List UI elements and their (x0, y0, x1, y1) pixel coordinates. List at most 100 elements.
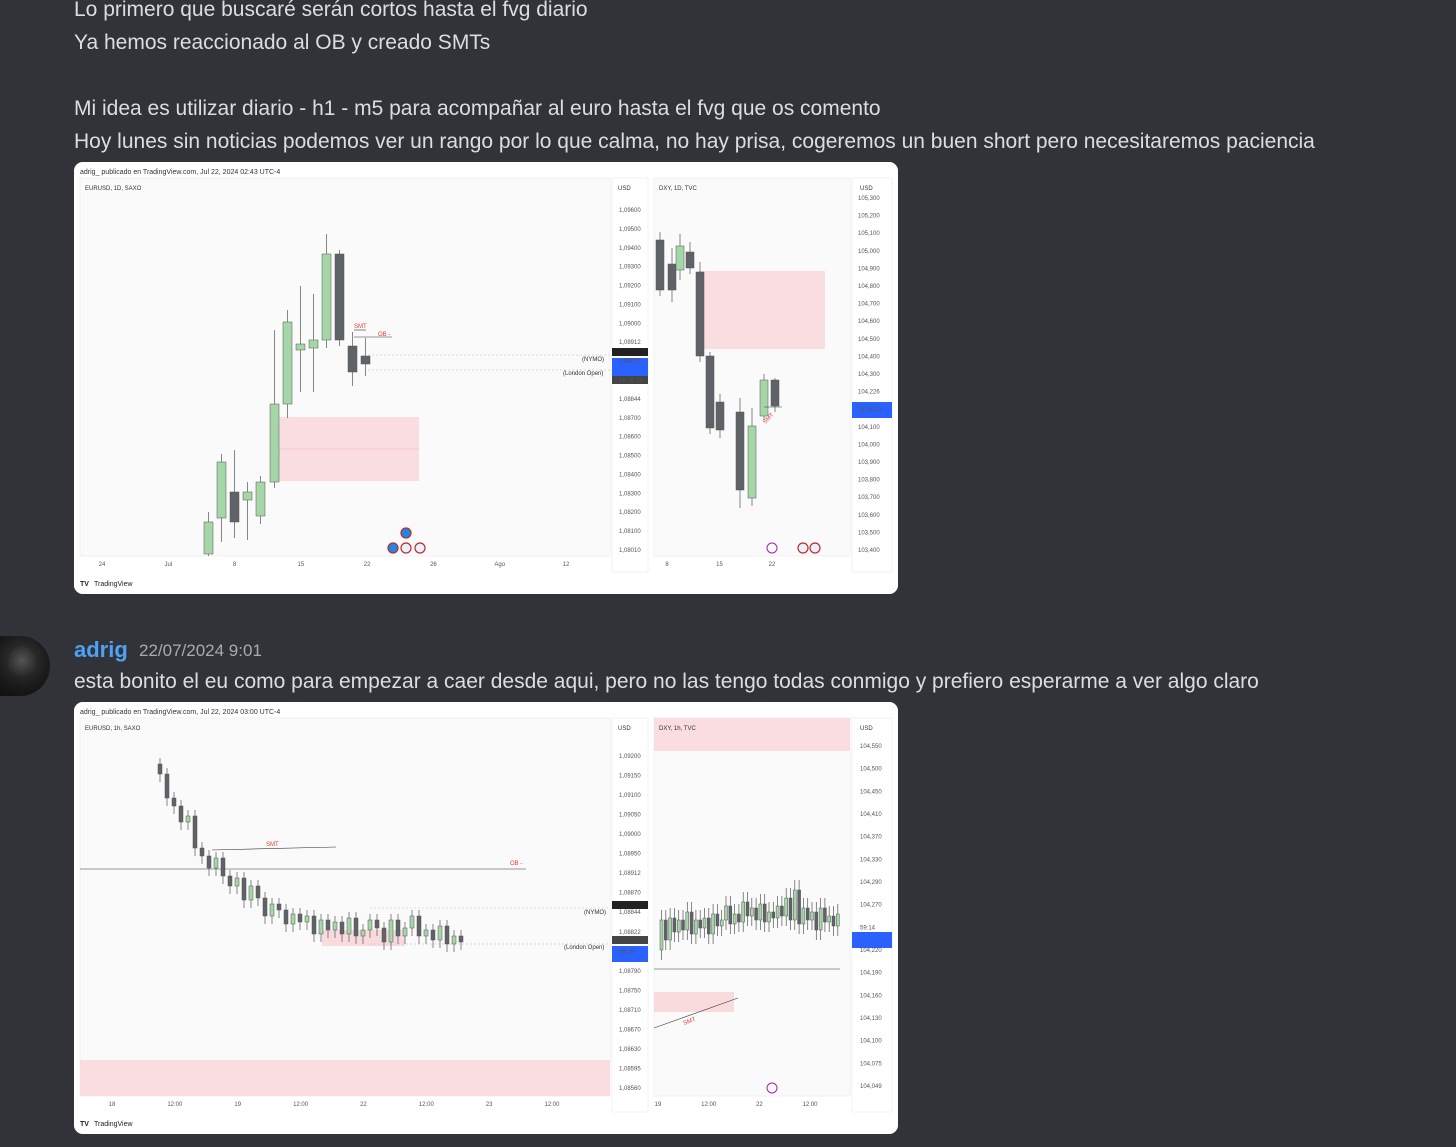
username[interactable]: adrig (74, 637, 128, 662)
price-tick-label: 1,09600 (619, 208, 641, 214)
price-tick-label: 104,600 (858, 319, 880, 325)
bull-candle (332, 921, 338, 931)
event-flag-icon[interactable] (400, 527, 412, 539)
event-flag-icon[interactable] (414, 542, 426, 554)
bear-candle (667, 263, 677, 291)
bull-candle (767, 911, 771, 923)
symbol-label: EURUSD, 1h, SAXO (85, 726, 141, 732)
bear-candle (325, 919, 331, 931)
bear-candle (311, 915, 317, 935)
price-tick-label: 104,190 (860, 971, 882, 977)
bull-candle (827, 915, 831, 923)
bull-candle (290, 913, 296, 925)
nymo-label: (NYMO) (582, 357, 604, 363)
time-tick-label: 12:00 (701, 1102, 717, 1108)
time-tick-label: 12 (563, 562, 570, 568)
price-tick-label: 104,290 (860, 880, 882, 886)
price-tick-label: 16:16:23 (858, 407, 882, 413)
tradingview-logo: TV (80, 581, 89, 588)
price-tick-label: 105,000 (858, 249, 880, 255)
price-tick-label: 1,09200 (619, 754, 641, 760)
price-tag (612, 936, 648, 944)
price-tick-label: 1,08200 (619, 510, 641, 516)
nymo-label: (NYMO) (584, 910, 606, 916)
price-tick-label: 104,160 (860, 993, 882, 999)
time-tick-label: 18 (109, 1102, 116, 1108)
bull-candle (248, 885, 254, 901)
event-flag-icon[interactable] (400, 542, 412, 554)
event-flag-icon[interactable] (809, 542, 821, 554)
ob-zone (654, 992, 734, 1012)
chart-image-attachment[interactable]: adrig_ publicado en TradingView.com, Jul… (74, 162, 898, 594)
bull-candle (388, 919, 394, 943)
chart-image-attachment[interactable]: adrig_ publicado en TradingView.com, Jul… (74, 702, 898, 1134)
price-tag (852, 932, 892, 948)
bear-candle (171, 797, 177, 807)
price-tick-label: 1,08300 (619, 491, 641, 497)
time-tick-label: 15 (298, 562, 305, 568)
bear-candle (416, 915, 422, 937)
bear-candle (206, 855, 212, 869)
currency-label: USD (618, 186, 631, 192)
bear-candle (770, 379, 780, 407)
bear-candle (444, 925, 450, 945)
tradingview-chart-daily: adrig_ publicado en TradingView.com, Jul… (74, 162, 898, 594)
lightning-icon[interactable] (766, 542, 778, 554)
bear-candle (797, 889, 801, 925)
price-tick-label: 1,08950 (619, 852, 641, 858)
price-tick-label: 1,08750 (619, 988, 641, 994)
message-line: Ya hemos reaccionado al OB y creado SMTs (74, 31, 491, 54)
bear-candle (805, 907, 810, 921)
bear-candle (695, 271, 705, 357)
ob-annotation: OB - (378, 332, 390, 338)
bull-candle (784, 897, 788, 917)
price-tick-label: 104,370 (860, 835, 882, 841)
tradingview-logo: TV (80, 1121, 89, 1128)
price-tick-label: 1,08912 (619, 871, 641, 877)
lightning-icon[interactable] (766, 1082, 778, 1094)
bear-candle (192, 815, 198, 849)
time-tick-label: 8 (665, 562, 669, 568)
currency-label: USD (618, 726, 631, 732)
time-tick-label: 8 (233, 562, 237, 568)
bull-candle (437, 925, 443, 941)
price-tick-label: 104,300 (858, 372, 880, 378)
price-tick-label: 104,700 (858, 302, 880, 308)
bear-candle (347, 345, 358, 373)
price-tick-label: 1,08822 (619, 930, 641, 936)
bull-candle (675, 245, 685, 271)
event-flag-icon[interactable] (797, 542, 809, 554)
price-tick-label: 59:16 (619, 949, 635, 955)
price-tick-label: 104,220 (860, 948, 882, 954)
price-tick-label: 1,08100 (619, 529, 641, 535)
user-avatar[interactable] (0, 636, 50, 696)
smt-annotation: SMT (266, 842, 279, 848)
bear-candle (178, 805, 184, 823)
price-tick-label: 1,09300 (619, 265, 641, 271)
price-tick-label: 104,900 (858, 266, 880, 272)
bear-candle (241, 877, 247, 901)
bear-candle (707, 917, 711, 935)
currency-label: USD (860, 186, 873, 192)
bull-candle (836, 913, 840, 927)
time-tick-label: 22 (360, 1102, 367, 1108)
price-tick-label: 104,550 (860, 744, 882, 750)
bull-candle (451, 935, 457, 945)
message-timestamp: 22/07/2024 9:01 (139, 641, 262, 660)
price-tick-label: 103,700 (858, 495, 880, 501)
ob-annotation: OB - (510, 861, 522, 867)
price-tick-label: 104,500 (860, 767, 882, 773)
price-tick-label: 1,08600 (619, 435, 641, 441)
bull-candle (694, 919, 698, 935)
publisher-caption: adrig_ publicado en TradingView.com, Jul… (80, 169, 280, 176)
bull-candle (242, 491, 253, 501)
event-flag-icon[interactable] (387, 542, 399, 554)
bear-candle (227, 875, 233, 887)
price-tick-label: 1,08912 (619, 340, 641, 346)
price-tick-label: 1,08010 (619, 548, 641, 554)
message-line: esta bonito el eu como para empezar a ca… (74, 670, 1259, 693)
price-tick-label: 104,330 (860, 857, 882, 863)
price-tick-label: 16:16:23 (619, 378, 643, 384)
bear-candle (672, 917, 677, 933)
bull-candle (234, 877, 240, 887)
